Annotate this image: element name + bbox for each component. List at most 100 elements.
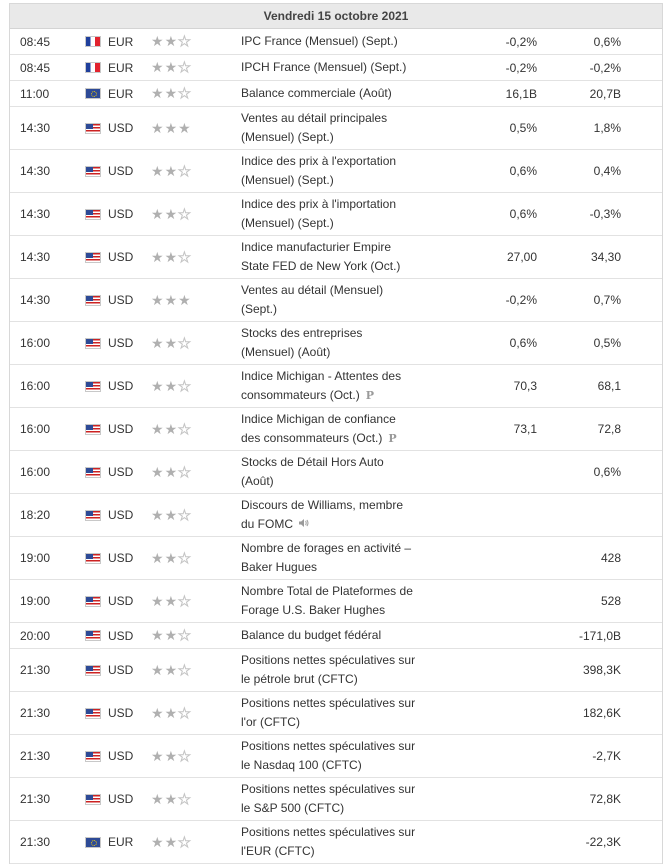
event-row[interactable]: 14:30 USD ★ ★ ★ Indice des prix à l'exportati… — [10, 150, 662, 193]
event-row[interactable]: 16:00 USD ★ ★ ★ Indice Michigan - Attentes de… — [10, 365, 662, 408]
event-name-line: (Août) — [241, 474, 274, 488]
event-row[interactable]: 21:30 EUR ★ ★ ★ Positions nettes spéculatives… — [10, 821, 662, 864]
importance-stars: ★ ★ ★ — [151, 451, 211, 493]
usa-flag-icon — [85, 380, 101, 392]
event-name[interactable]: Indice Michigan de confiance des consomma… — [241, 408, 431, 450]
event-name[interactable]: IPC France (Mensuel) (Sept.) — [241, 29, 431, 54]
previous-value: -2,7K — [592, 749, 621, 763]
event-name-line: State FED de New York (Oct.) — [241, 259, 401, 273]
star-empty-icon: ★ — [178, 747, 192, 764]
star-filled-icon: ★ — [151, 205, 165, 222]
actual-value: 0,6% — [509, 164, 537, 178]
star-empty-icon: ★ — [178, 85, 192, 102]
currency-code: USD — [108, 706, 134, 720]
star-empty-icon: ★ — [178, 420, 192, 437]
speaker-icon — [298, 515, 309, 534]
event-name-line: l'EUR (CFTC) — [241, 844, 315, 858]
event-name-line: Indice Michigan de confiance — [241, 411, 396, 426]
event-name-line: Positions nettes spéculatives sur — [241, 739, 416, 753]
event-row[interactable]: 14:30 USD ★ ★ ★ Ventes au détail (Mensuel) (Se… — [10, 279, 662, 322]
event-row[interactable]: 08:45 EUR ★ ★ ★ IPC France (Mensuel) (Sept.) -… — [10, 29, 662, 55]
economic-calendar: Vendredi 15 octobre 2021 08:45 EUR ★ ★ ★ IPC … — [9, 3, 663, 864]
actual-value: 73,1 — [513, 422, 537, 436]
event-name-line: Nombre Total de Plateformes de — [241, 584, 413, 598]
event-name[interactable]: Indice des prix à l'exportation (Mensuel)… — [241, 150, 431, 192]
star-empty-icon: ★ — [178, 33, 192, 50]
event-name-line: des consommateurs (Oct.) — [241, 430, 383, 445]
importance-stars: ★ ★ ★ — [151, 580, 211, 622]
usa-flag-icon — [85, 251, 101, 263]
previous-value: 398,3K — [582, 663, 621, 677]
event-name[interactable]: Indice Michigan - Attentes des consommate… — [241, 365, 431, 407]
usa-flag-icon — [85, 630, 101, 641]
event-row[interactable]: 14:30 USD ★ ★ ★ Ventes au détail principales(… — [10, 107, 662, 150]
event-row[interactable]: 19:00 USD ★ ★ ★ Nombre de forages en activité… — [10, 537, 662, 580]
currency-code: USD — [108, 663, 134, 677]
event-name[interactable]: Balance commerciale (Août) — [241, 81, 431, 106]
event-name[interactable]: Stocks des entreprises (Mensuel) (Août) — [241, 322, 431, 364]
event-name[interactable]: Positions nettes spéculatives sur l'or (C… — [241, 692, 431, 734]
event-name[interactable]: Discours de Williams, membre du FOMC — [241, 494, 431, 536]
star-filled-icon: ★ — [151, 420, 165, 437]
importance-stars: ★ ★ ★ — [151, 322, 211, 364]
event-row[interactable]: 08:45 EUR ★ ★ ★ IPCH France (Mensuel) (Sept.)… — [10, 55, 662, 81]
event-name[interactable]: Positions nettes spéculatives sur le pétr… — [241, 649, 431, 691]
currency-code: USD — [108, 508, 134, 522]
star-empty-icon: ★ — [178, 704, 192, 721]
star-empty-icon: ★ — [178, 248, 192, 265]
flag-cell — [85, 55, 101, 80]
event-row[interactable]: 16:00 USD ★ ★ ★ Indice Michigan de confiance d… — [10, 408, 662, 451]
preliminary-icon: P — [388, 432, 397, 446]
event-name[interactable]: Nombre de forages en activité – Baker Hug… — [241, 537, 431, 579]
currency-code: USD — [108, 293, 134, 307]
event-row[interactable]: 14:30 USD ★ ★ ★ Indice des prix à l'importati… — [10, 193, 662, 236]
event-row[interactable]: 21:30 USD ★ ★ ★ Positions nettes spéculatives… — [10, 692, 662, 735]
event-row[interactable]: 16:00 USD ★ ★ ★ Stocks de Détail Hors Auto (Ao… — [10, 451, 662, 494]
star-filled-icon: ★ — [151, 463, 165, 480]
event-name[interactable]: Ventes au détail principales (Mensuel) (S… — [241, 107, 431, 149]
event-row[interactable]: 20:00 USD ★ ★ ★ Balance du budget fédéral -171… — [10, 623, 662, 649]
flag-cell — [85, 279, 101, 321]
event-row[interactable]: 18:20 USD ★ ★ ★ Discours de Williams, membre d… — [10, 494, 662, 537]
event-row[interactable]: 19:00 USD ★ ★ ★ Nombre Total de Plateformes d… — [10, 580, 662, 623]
star-filled-icon: ★ — [164, 59, 179, 75]
star-filled-icon: ★ — [164, 205, 179, 222]
currency-code: USD — [108, 792, 134, 806]
event-name-line: Stocks des entreprises — [241, 326, 363, 340]
event-row[interactable]: 21:30 USD ★ ★ ★ Positions nettes spéculatives… — [10, 778, 662, 821]
event-name[interactable]: Indice des prix à l'importation (Mensuel)… — [241, 193, 431, 235]
event-name[interactable]: Ventes au détail (Mensuel) (Sept.) — [241, 279, 431, 321]
usa-flag-icon — [85, 294, 101, 306]
star-filled-icon: ★ — [164, 747, 179, 764]
event-name[interactable]: Balance du budget fédéral — [241, 623, 431, 648]
flag-cell — [85, 580, 101, 622]
previous-value: 0,4% — [593, 164, 621, 178]
importance-stars: ★ ★ ★ — [151, 649, 211, 691]
event-name-line: le Nasdaq 100 (CFTC) — [241, 758, 362, 772]
importance-stars: ★ ★ ★ — [151, 236, 211, 278]
previous-value: 20,7B — [589, 86, 621, 101]
currency-code: EUR — [108, 835, 134, 849]
event-time: 08:45 — [20, 34, 51, 49]
event-row[interactable]: 14:30 USD ★ ★ ★ Indice manufacturier Empire St… — [10, 236, 662, 279]
actual-value — [440, 735, 537, 777]
usa-flag-icon — [85, 552, 101, 564]
actual-value — [440, 649, 537, 691]
event-name[interactable]: Positions nettes spéculatives sur l'EUR (… — [241, 821, 431, 863]
event-name[interactable]: Positions nettes spéculatives sur le S&P … — [241, 778, 431, 820]
event-row[interactable]: 21:30 USD ★ ★ ★ Positions nettes spéculatives… — [10, 735, 662, 778]
event-name[interactable]: Stocks de Détail Hors Auto (Août) — [241, 451, 431, 493]
event-name[interactable]: Indice manufacturier Empire State FED de … — [241, 236, 431, 278]
event-name-line: Positions nettes spéculatives sur — [241, 653, 416, 667]
event-name[interactable]: IPCH France (Mensuel) (Sept.) — [241, 55, 431, 80]
actual-value: 0,5% — [509, 121, 537, 135]
event-row[interactable]: 11:00 EUR ★ ★ ★ Balance commerciale (Août) 16,… — [10, 81, 662, 107]
event-name[interactable]: Positions nettes spéculatives sur le Nasd… — [241, 735, 431, 777]
event-time: 16:00 — [20, 465, 51, 479]
event-name[interactable]: Nombre Total de Plateformes de Forage U.S… — [241, 580, 431, 622]
event-row[interactable]: 21:30 USD ★ ★ ★ Positions nettes spéculatives… — [10, 649, 662, 692]
event-row[interactable]: 16:00 USD ★ ★ ★ Stocks des entreprises (Mensue… — [10, 322, 662, 365]
flag-cell — [85, 778, 101, 820]
star-filled-icon: ★ — [151, 334, 165, 351]
event-name-line: Stocks de Détail Hors Auto — [241, 455, 384, 469]
